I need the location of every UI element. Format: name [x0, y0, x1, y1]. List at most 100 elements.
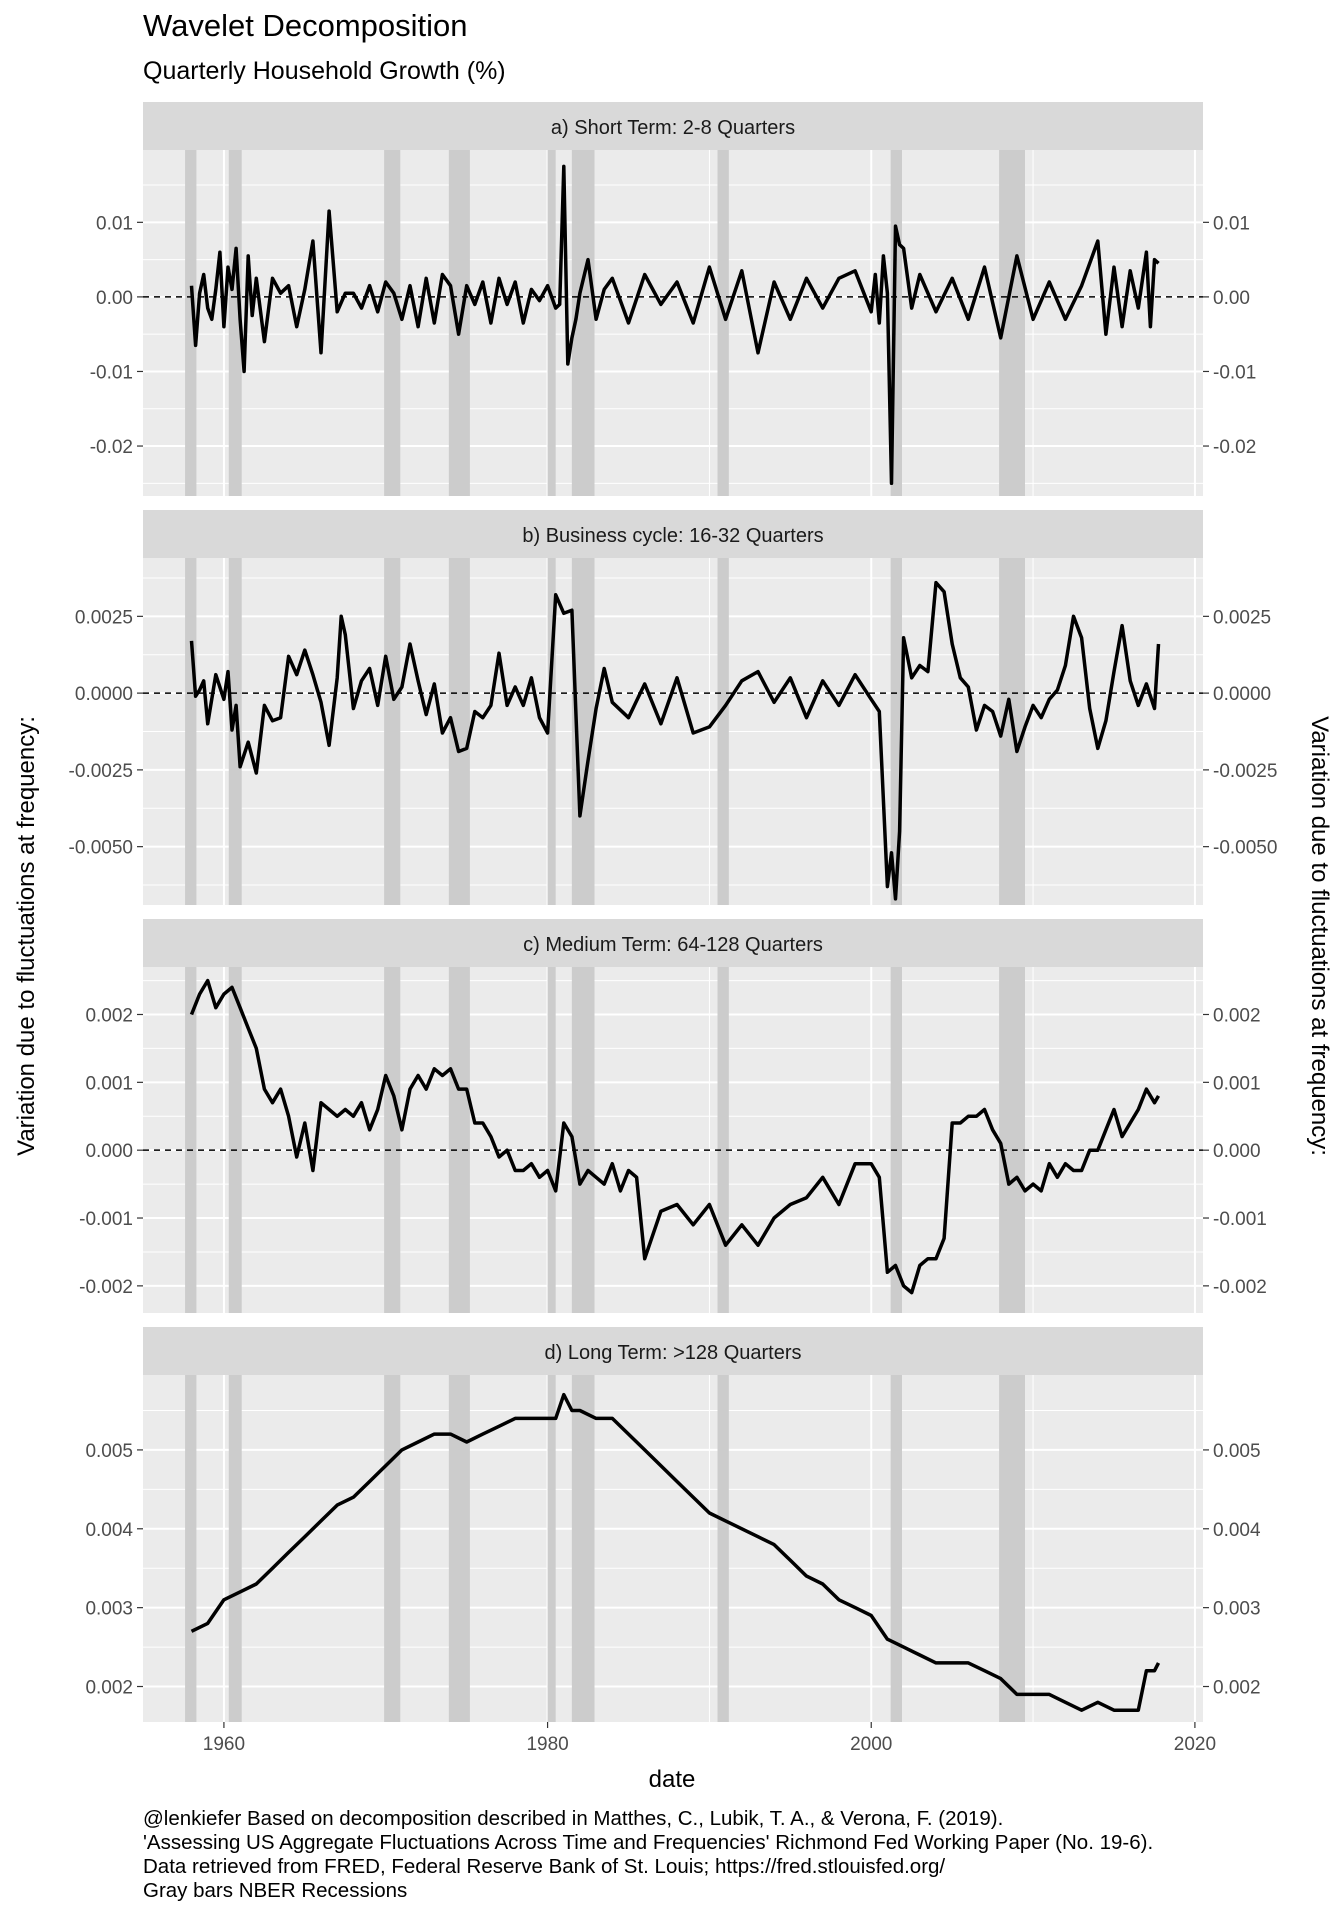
y-axis-title-right: Variation due to fluctuations at frequen… [1306, 716, 1333, 1156]
recession-bar [890, 1375, 902, 1722]
facet-panel: c) Medium Term: 64-128 Quarters 0.002 0.00… [79, 919, 1267, 1313]
y-tick-label-left: 0.002 [85, 1005, 133, 1026]
y-tick-label-left: -0.01 [90, 362, 133, 383]
x-tick-label: 2000 [850, 1734, 892, 1755]
facet-strip [143, 102, 1203, 150]
y-tick-label-right: -0.002 [1213, 1277, 1267, 1298]
chart-subtitle: Quarterly Household Growth (%) [143, 57, 506, 85]
recession-bar [384, 558, 401, 905]
y-tick-label-right: 0.002 [1213, 1678, 1261, 1699]
y-tick-label-right: 0.004 [1213, 1520, 1261, 1541]
caption-line: 'Assessing US Aggregate Fluctuations Acr… [143, 1831, 1154, 1854]
recession-bar [384, 150, 401, 496]
x-axis-title: date [649, 1766, 696, 1793]
facet-panel: b) Business cycle: 16-32 Quarters 0.0025 0… [69, 510, 1277, 905]
y-tick-label-left: -0.001 [79, 1209, 133, 1230]
x-axis: 1960 1980 2000 2020 [203, 1722, 1216, 1755]
panel-background [143, 1375, 1203, 1722]
y-tick-label-right: 0.000 [1213, 1141, 1261, 1162]
chart-title: Wavelet Decomposition [143, 8, 468, 43]
y-tick-label-left: -0.002 [79, 1277, 133, 1298]
recession-bar [717, 967, 729, 1313]
facet-strip-label: b) Business cycle: 16-32 Quarters [522, 525, 823, 547]
recession-bar [547, 150, 556, 496]
recession-bar [890, 967, 902, 1313]
y-tick-label-right: 0.005 [1213, 1441, 1261, 1462]
facet-strip-label: a) Short Term: 2-8 Quarters [551, 117, 795, 139]
y-tick-label-right: 0.002 [1213, 1005, 1261, 1026]
caption-line: Data retrieved from FRED, Federal Reserv… [143, 1855, 946, 1878]
recession-bar [571, 1375, 595, 1722]
y-tick-label-right: 0.0000 [1213, 684, 1271, 705]
recession-bar [384, 967, 401, 1313]
y-tick-label-left: -0.02 [90, 437, 133, 458]
panel-background [143, 150, 1203, 496]
facet-strip-label: c) Medium Term: 64-128 Quarters [523, 934, 823, 956]
y-tick-label-left: 0.004 [85, 1520, 133, 1541]
y-tick-label-left: 0.002 [85, 1678, 133, 1699]
recession-bar [717, 1375, 729, 1722]
panel-background [143, 967, 1203, 1313]
x-tick-label: 1960 [203, 1734, 245, 1755]
y-tick-label-left: 0.003 [85, 1599, 133, 1620]
recession-bar [228, 150, 242, 496]
x-tick-label: 2020 [1174, 1734, 1216, 1755]
caption-line: @lenkiefer Based on decomposition descri… [143, 1807, 1004, 1830]
facet-strip [143, 1327, 1203, 1375]
recession-bar [228, 558, 242, 905]
y-tick-label-right: -0.001 [1213, 1209, 1267, 1230]
recession-bar [228, 967, 242, 1313]
recession-bar [890, 150, 902, 496]
recession-bar [890, 558, 902, 905]
y-tick-label-right: 0.0025 [1213, 607, 1271, 628]
series-line [190, 1392, 1161, 1712]
y-tick-label-left: 0.00 [96, 288, 133, 309]
y-tick-label-left: 0.0025 [75, 607, 133, 628]
series-line [189, 580, 1161, 901]
facet-panel: a) Short Term: 2-8 Quarters 0.01 0.01 0.00 0… [90, 102, 1256, 496]
recession-bar [448, 558, 470, 905]
y-tick-label-right: 0.00 [1213, 288, 1250, 309]
y-tick-label-left: 0.01 [96, 213, 133, 234]
recession-bar [571, 558, 595, 905]
y-tick-label-left: 0.0000 [75, 684, 133, 705]
facet-strip [143, 919, 1203, 967]
recession-bar [999, 1375, 1025, 1722]
series-line [189, 164, 1160, 486]
facet-strip-label: d) Long Term: >128 Quarters [545, 1342, 802, 1364]
recession-bar [571, 967, 595, 1313]
recession-bar [228, 1375, 242, 1722]
recession-bar [547, 967, 556, 1313]
y-tick-label-right: -0.0050 [1213, 838, 1277, 859]
recession-bar [448, 1375, 470, 1722]
recession-bar [717, 150, 729, 496]
series-line [189, 978, 1161, 1295]
recession-bar [999, 967, 1025, 1313]
recession-bar [547, 1375, 556, 1722]
caption-line: Gray bars NBER Recessions [143, 1879, 408, 1902]
recession-bar [185, 558, 197, 905]
y-tick-label-right: -0.0025 [1213, 761, 1277, 782]
recession-bar [384, 1375, 401, 1722]
recession-bar [185, 150, 197, 496]
caption: @lenkiefer Based on decomposition descri… [143, 1807, 1153, 1903]
recession-bar [185, 967, 197, 1313]
y-tick-label-left: 0.001 [85, 1073, 133, 1094]
facet-strip [143, 510, 1203, 558]
y-tick-label-right: 0.003 [1213, 1599, 1261, 1620]
y-tick-label-left: -0.0050 [69, 838, 133, 859]
y-tick-label-right: -0.01 [1213, 362, 1256, 383]
y-tick-label-left: 0.000 [85, 1141, 133, 1162]
recession-bar [547, 558, 556, 905]
x-tick-label: 1980 [526, 1734, 568, 1755]
y-axis-title-left: Variation due to fluctuations at frequen… [13, 716, 40, 1156]
recession-bar [571, 150, 595, 496]
facet-panel: d) Long Term: >128 Quarters 0.005 0.005 0.0… [85, 1327, 1261, 1722]
y-tick-label-right: 0.01 [1213, 213, 1250, 234]
y-tick-label-left: 0.005 [85, 1441, 133, 1462]
recession-bar [185, 1375, 197, 1722]
recession-bar [717, 558, 729, 905]
y-tick-label-right: -0.02 [1213, 437, 1256, 458]
